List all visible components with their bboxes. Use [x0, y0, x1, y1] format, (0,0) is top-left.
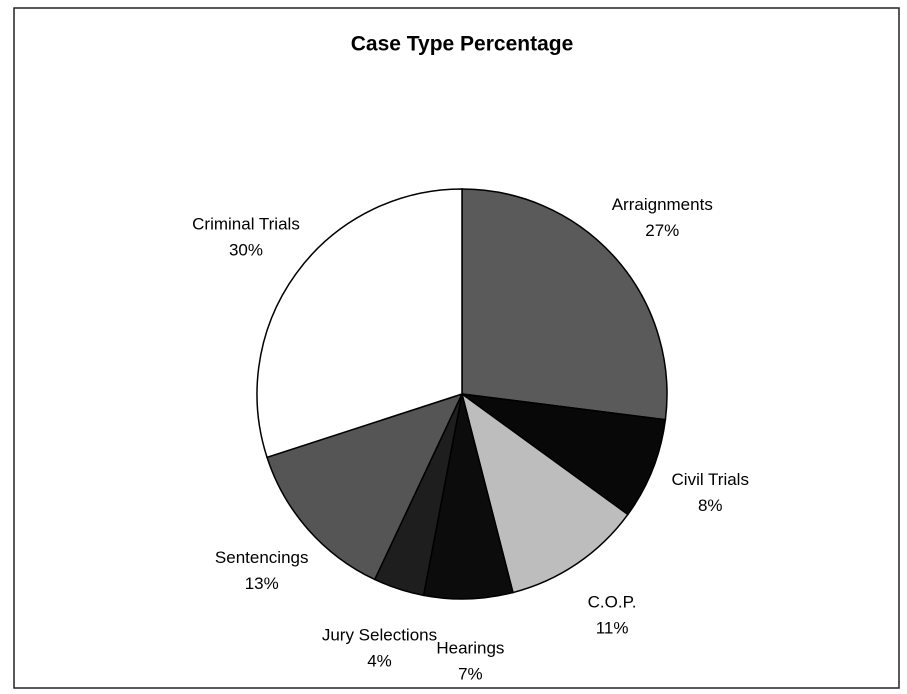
slice-value-label: 27%: [645, 221, 679, 240]
slice-value-label: 30%: [229, 241, 263, 260]
slice-label: Criminal Trials: [192, 215, 300, 234]
slice-label: Hearings: [436, 638, 504, 657]
slice-value-label: 7%: [458, 664, 483, 683]
slice-label: C.O.P.: [588, 592, 637, 611]
slice-label: Sentencings: [215, 548, 309, 567]
pie-slice: [266, 392, 464, 581]
slice-value-label: 8%: [698, 496, 723, 515]
slice-value-label: 4%: [367, 651, 392, 670]
pie-slice: [461, 188, 668, 421]
chart-title: Case Type Percentage: [351, 33, 574, 56]
slice-value-label: 11%: [596, 618, 629, 637]
pie-slice: [256, 188, 463, 459]
pie-slice: [460, 392, 629, 594]
slice-label: Arraignments: [612, 195, 713, 214]
slice-label: Jury Selections: [322, 625, 437, 644]
slice-label: Civil Trials: [672, 470, 749, 489]
slice-value-label: 13%: [245, 574, 279, 593]
pie-slice: [461, 393, 667, 516]
